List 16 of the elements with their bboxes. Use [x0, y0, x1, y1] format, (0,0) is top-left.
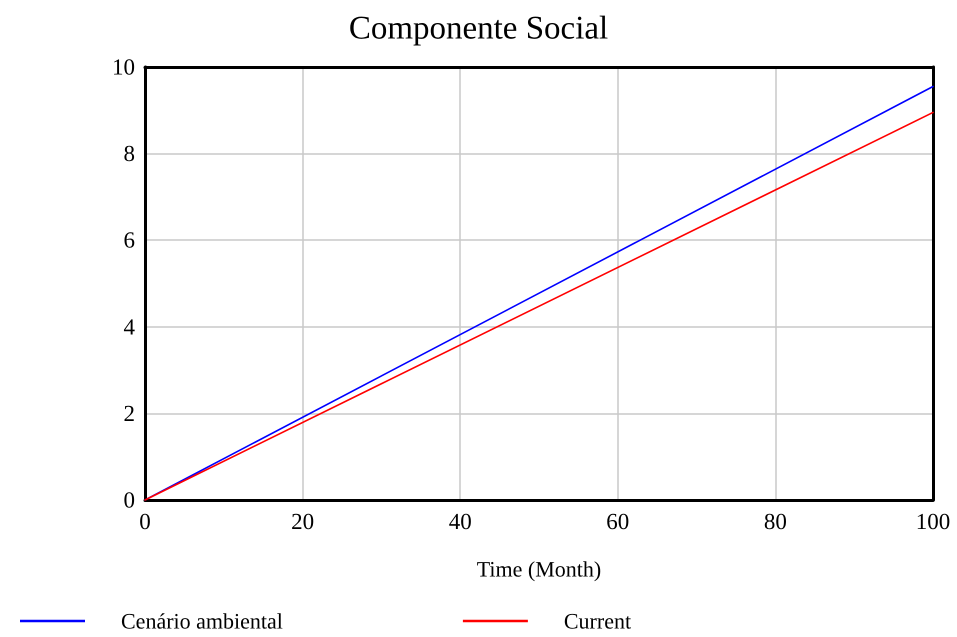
legend-label: Cenário ambiental [121, 608, 283, 634]
chart-title: Componente Social [348, 10, 608, 46]
legend-label: Current [564, 608, 632, 634]
x-tick-label: 80 [764, 509, 787, 534]
y-tick-label: 4 [124, 314, 136, 340]
x-tick-label: 40 [448, 509, 472, 534]
y-tick-label: 10 [112, 54, 135, 80]
y-tick-label: 0 [124, 488, 135, 512]
x-tick-label: 20 [291, 509, 314, 534]
y-tick-label: 8 [124, 141, 135, 166]
x-tick-label: 60 [606, 509, 630, 534]
x-tick-label: 0 [139, 509, 151, 534]
y-tick-label: 6 [124, 228, 135, 253]
y-tick-label: 2 [124, 400, 135, 426]
x-tick-label: 100 [916, 509, 950, 534]
x-axis-title: Time (Month) [476, 556, 602, 582]
